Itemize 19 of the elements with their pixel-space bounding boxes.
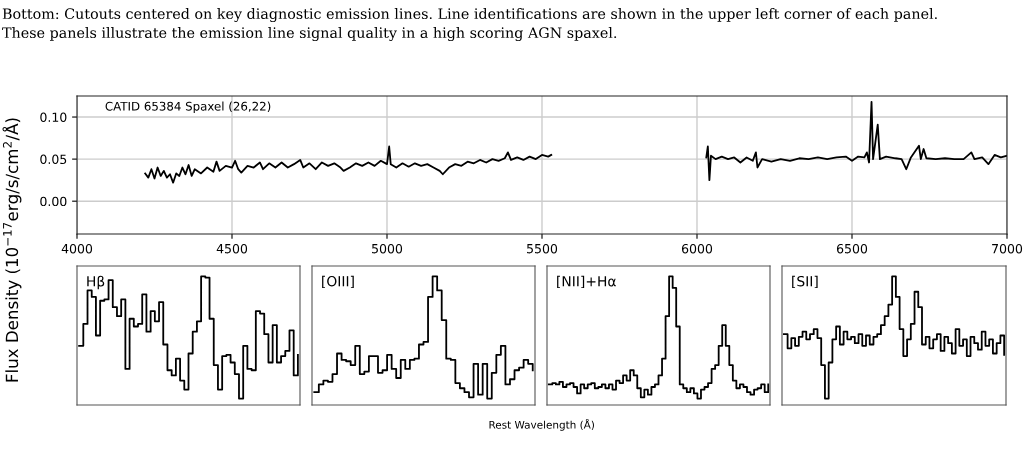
text: Bottom: Cutouts centered on key diagnostic emission lines. Line identifications are shown in the upper left corner of each panel. xyxy=(2,8,937,23)
x-tick-label: 4000 xyxy=(61,243,93,254)
x-axis-title: Rest Wavelength (Å) xyxy=(489,418,594,431)
annotation: CATID 65384 Spaxel (26,22) xyxy=(105,101,271,113)
x-tick-label: 5500 xyxy=(527,243,558,254)
annotation: [NII]+Hα xyxy=(557,275,616,289)
y-tick-label: 0.10 xyxy=(40,112,67,122)
y-tick-label: 0.00 xyxy=(40,196,67,207)
annotation: [SII] xyxy=(792,275,818,289)
annotation: Hβ xyxy=(87,275,105,290)
x-tick-label: 4500 xyxy=(216,243,248,254)
x-tick-label: 6500 xyxy=(836,243,868,254)
x-tick-label: 6000 xyxy=(681,243,713,254)
x-tick-label: 5000 xyxy=(372,243,403,254)
text: These panels illustrate the emission line signal quality in a high scoring AGN spaxel. xyxy=(2,27,617,42)
y-axis-title: Flux Density (10$^{−17}$erg/s/cm$^{2}$/Å) xyxy=(2,118,22,382)
y-tick-label: 0.05 xyxy=(40,154,67,165)
annotation: [OIII] xyxy=(322,275,354,289)
x-tick-label: 7000 xyxy=(992,243,1023,254)
